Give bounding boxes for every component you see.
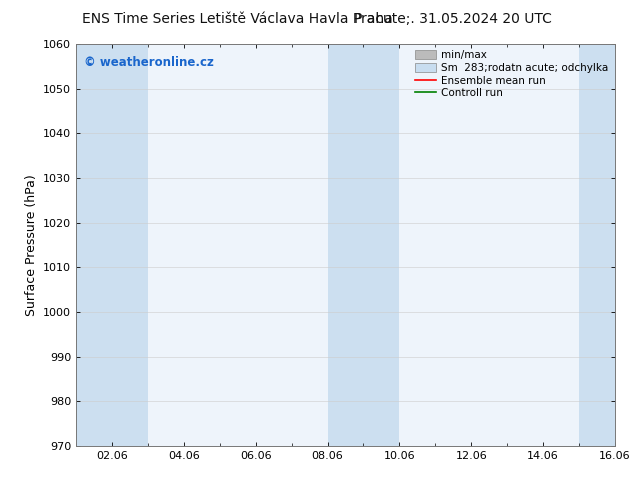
Text: ENS Time Series Letiště Václava Havla Praha: ENS Time Series Letiště Václava Havla Pr…: [82, 12, 393, 26]
Bar: [579, 44, 615, 446]
Bar: [328, 44, 399, 446]
Y-axis label: Surface Pressure (hPa): Surface Pressure (hPa): [25, 174, 37, 316]
Text: © weatheronline.cz: © weatheronline.cz: [84, 56, 214, 69]
Legend: min/max, Sm  283;rodatn acute; odchylka, Ensemble mean run, Controll run: min/max, Sm 283;rodatn acute; odchylka, …: [411, 46, 613, 102]
Text: P acute;. 31.05.2024 20 UTC: P acute;. 31.05.2024 20 UTC: [354, 12, 552, 26]
Bar: [76, 44, 148, 446]
